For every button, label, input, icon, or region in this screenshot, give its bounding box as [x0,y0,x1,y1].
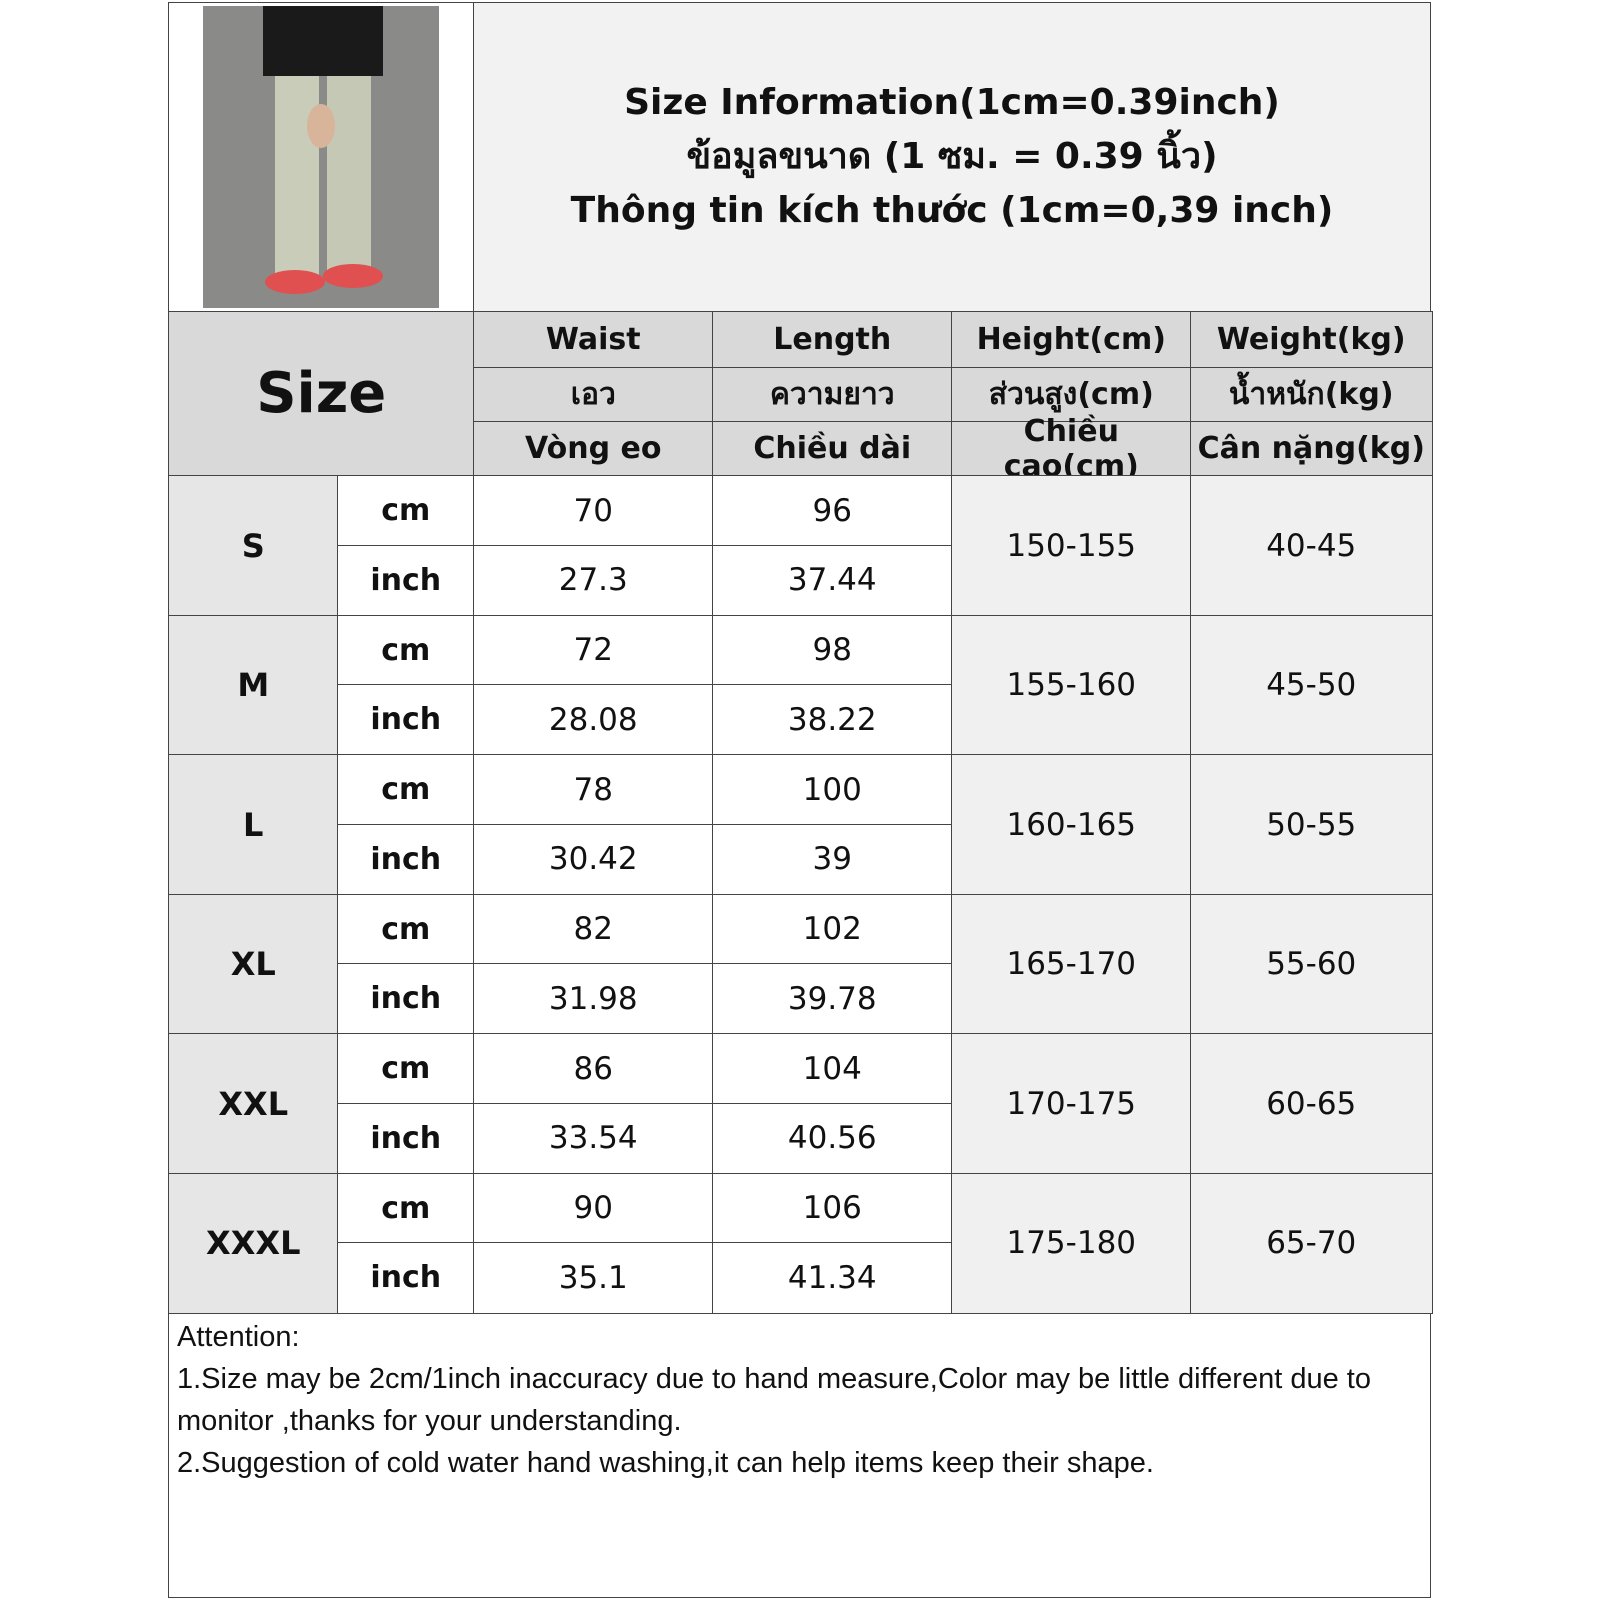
height-range: 165-170 [951,893,1192,1035]
height-range: 175-180 [951,1172,1192,1314]
unit-label: inch [337,1242,475,1314]
column-header: Chiều cao(cm) [951,414,1192,484]
length-value: 102 [712,893,953,965]
waist-value: 27.3 [473,544,714,616]
height-range: 150-155 [951,475,1192,616]
waist-value: 82 [473,893,714,965]
weight-range: 65-70 [1190,1172,1433,1314]
height-range: 160-165 [951,754,1192,895]
length-value: 39 [712,823,953,895]
unit-label: cm [337,893,475,965]
weight-range: 60-65 [1190,1033,1433,1174]
size-name: S [168,475,339,616]
weight-range: 50-55 [1190,754,1433,895]
title-line: Size Information(1cm=0.39inch) [624,82,1280,123]
attention-box: Attention: 1.Size may be 2cm/1inch inaccu… [168,1311,1431,1598]
waist-value: 31.98 [473,963,714,1035]
weight-range: 40-45 [1190,475,1433,616]
column-header: ความยาว [712,367,953,423]
column-header: Vòng eo [473,421,714,477]
size-name: M [168,614,339,756]
unit-label: cm [337,754,475,826]
waist-value: 86 [473,1033,714,1105]
length-value: 39.78 [712,963,953,1035]
length-value: 106 [712,1172,953,1244]
length-value: 100 [712,754,953,826]
waist-value: 33.54 [473,1102,714,1174]
weight-range: 45-50 [1190,614,1433,756]
unit-label: cm [337,1172,475,1244]
waist-value: 78 [473,754,714,826]
waist-value: 30.42 [473,823,714,895]
unit-label: inch [337,963,475,1035]
unit-label: inch [337,684,475,756]
column-header: Length [712,311,953,369]
waist-value: 90 [473,1172,714,1244]
weight-range: 55-60 [1190,893,1433,1035]
waist-value: 72 [473,614,714,686]
length-value: 98 [712,614,953,686]
attention-item: 1.Size may be 2cm/1inch inaccuracy due t… [177,1363,1371,1437]
unit-label: inch [337,823,475,895]
column-header: Cân nặng(kg) [1190,421,1433,477]
column-header: Height(cm) [951,311,1192,369]
size-name: L [168,754,339,895]
unit-label: cm [337,1033,475,1105]
unit-label: cm [337,475,475,547]
photo-cell [168,2,474,312]
length-value: 38.22 [712,684,953,756]
size-name: XXXL [168,1172,339,1314]
product-photo [203,6,439,308]
length-value: 40.56 [712,1102,953,1174]
waist-value: 70 [473,475,714,547]
column-header: Chiều dài [712,421,953,477]
unit-label: inch [337,1102,475,1174]
length-value: 104 [712,1033,953,1105]
column-header: Weight(kg) [1190,311,1433,369]
title-line: ข้อมูลขนาด (1 ซม. = 0.39 นิ้ว) [686,136,1218,177]
column-header: ส่วนสูง(cm) [951,367,1192,423]
title-cell: Size Information(1cm=0.39inch) ข้อมูลขนาด… [473,2,1431,312]
unit-label: cm [337,614,475,686]
length-value: 37.44 [712,544,953,616]
title-line: Thông tin kích thước (1cm=0,39 inch) [570,190,1334,231]
size-header: Size [168,311,475,477]
column-header: น้ำหนัก(kg) [1190,367,1433,423]
size-name: XL [168,893,339,1035]
unit-label: inch [337,544,475,616]
length-value: 41.34 [712,1242,953,1314]
height-range: 170-175 [951,1033,1192,1174]
waist-value: 28.08 [473,684,714,756]
waist-value: 35.1 [473,1242,714,1314]
height-range: 155-160 [951,614,1192,756]
attention-title: Attention: [177,1321,300,1353]
column-header: เอว [473,367,714,423]
attention-item: 2.Suggestion of cold water hand washing,… [177,1447,1154,1479]
length-value: 96 [712,475,953,547]
size-name: XXL [168,1033,339,1174]
column-header: Waist [473,311,714,369]
